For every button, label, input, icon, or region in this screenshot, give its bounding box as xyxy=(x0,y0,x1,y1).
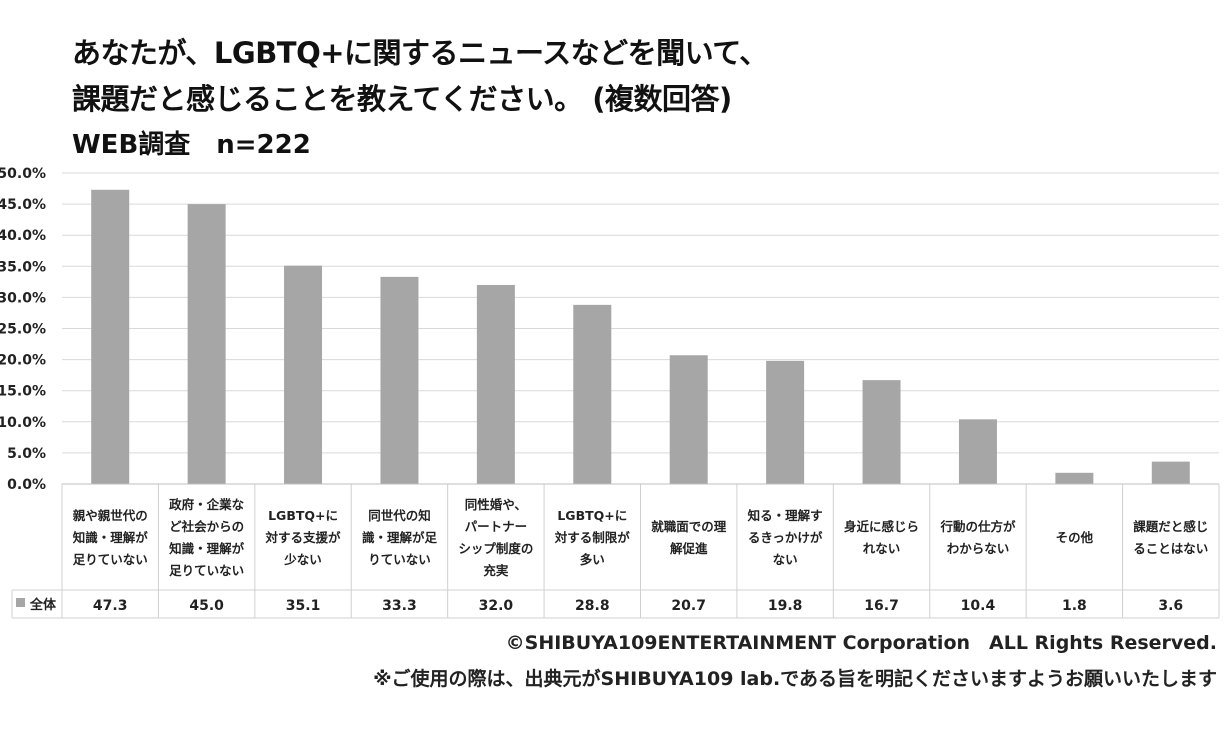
category-label: 親や親世代の xyxy=(73,508,148,523)
category-label: シップ制度の xyxy=(458,541,533,556)
category-label: LGBTQ+に xyxy=(557,508,627,523)
category-label: ない xyxy=(773,552,798,567)
category-label: 課題だと感じ xyxy=(1133,519,1208,534)
data-label: 19.8 xyxy=(768,598,803,614)
y-tick-label: 35.0% xyxy=(0,259,46,275)
bar xyxy=(766,360,805,484)
category-label: 同世代の知 xyxy=(368,508,431,523)
y-tick-label: 15.0% xyxy=(0,384,46,400)
data-label: 35.1 xyxy=(286,598,321,614)
category-label: その他 xyxy=(1056,530,1094,545)
category-label: りていない xyxy=(368,552,431,567)
data-label: 32.0 xyxy=(479,598,514,614)
data-label: 16.7 xyxy=(864,598,899,614)
category-label: 対する制限が xyxy=(554,530,631,545)
category-label: ど社会からの xyxy=(169,519,244,534)
y-tick-label: 50.0% xyxy=(0,166,46,182)
y-tick-label: 25.0% xyxy=(0,322,46,338)
chart-title-line-2: 課題だと感じることを教えてください。 (複数回答) xyxy=(72,82,732,116)
bar xyxy=(573,304,612,484)
bar xyxy=(476,284,515,484)
copyright-text: ©SHIBUYA109ENTERTAINMENT Corporation ALL… xyxy=(505,632,1217,654)
category-label: パートナー xyxy=(465,519,528,534)
bar xyxy=(284,265,323,484)
data-label: 20.7 xyxy=(671,598,706,614)
chart-title-line-1: あなたが、LGBTQ+に関するニュースなどを聞いて、 xyxy=(72,36,768,70)
bar xyxy=(187,204,226,484)
bar xyxy=(958,419,997,484)
category-label: 対する支援が xyxy=(265,530,342,545)
category-label: 充実 xyxy=(483,563,509,578)
data-label: 1.8 xyxy=(1062,598,1087,614)
category-label: 身近に感じら xyxy=(844,519,919,534)
y-tick-label: 10.0% xyxy=(0,415,46,431)
category-label: ることはない xyxy=(1133,541,1208,556)
y-tick-label: 40.0% xyxy=(0,228,46,244)
category-label: 足りていない xyxy=(169,563,244,578)
chart-subtitle: WEB調査 n=222 xyxy=(72,130,311,160)
bar xyxy=(91,189,130,484)
category-label: 多い xyxy=(580,552,605,567)
category-label: 政府・企業な xyxy=(169,497,244,512)
category-label: 識・理解が足 xyxy=(362,530,438,545)
category-label: 足りていない xyxy=(73,552,148,567)
usage-note: ※ご使用の際は、出典元がSHIBUYA109 lab.である旨を明記くださいます… xyxy=(373,668,1217,690)
category-label: 知る・理解す xyxy=(747,508,823,523)
legend-swatch xyxy=(16,598,25,607)
bar xyxy=(669,355,708,484)
y-tick-label: 0.0% xyxy=(7,477,46,493)
y-tick-label: 5.0% xyxy=(7,446,46,462)
data-label: 10.4 xyxy=(961,598,996,614)
category-label: LGBTQ+に xyxy=(268,508,338,523)
data-label: 3.6 xyxy=(1158,598,1183,614)
y-tick-label: 30.0% xyxy=(0,290,46,306)
category-label: わからない xyxy=(947,541,1010,556)
category-label: 知識・理解が xyxy=(72,530,149,545)
category-label: 解促進 xyxy=(670,541,708,556)
bar xyxy=(380,276,419,484)
legend-label: 全体 xyxy=(29,597,57,613)
bar xyxy=(1151,461,1190,484)
y-tick-label: 20.0% xyxy=(0,353,46,369)
category-label: 同性婚や、 xyxy=(465,497,527,512)
bar xyxy=(1055,472,1094,484)
category-label: 少ない xyxy=(283,552,322,567)
category-label: 行動の仕方が xyxy=(939,519,1016,534)
category-label: れない xyxy=(863,541,901,556)
category-label: 就職面での理 xyxy=(651,519,727,534)
data-label: 47.3 xyxy=(93,598,128,614)
category-label: るきっかけが xyxy=(748,530,823,545)
data-label: 45.0 xyxy=(189,598,224,614)
y-tick-label: 45.0% xyxy=(0,197,46,213)
data-label: 33.3 xyxy=(382,598,417,614)
category-label: 知識・理解が xyxy=(168,541,245,556)
data-label: 28.8 xyxy=(575,598,610,614)
bar xyxy=(862,380,901,484)
